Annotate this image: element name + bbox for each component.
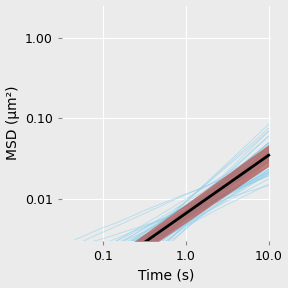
Y-axis label: MSD (μm²): MSD (μm²) — [5, 86, 20, 160]
X-axis label: Time (s): Time (s) — [139, 268, 195, 283]
